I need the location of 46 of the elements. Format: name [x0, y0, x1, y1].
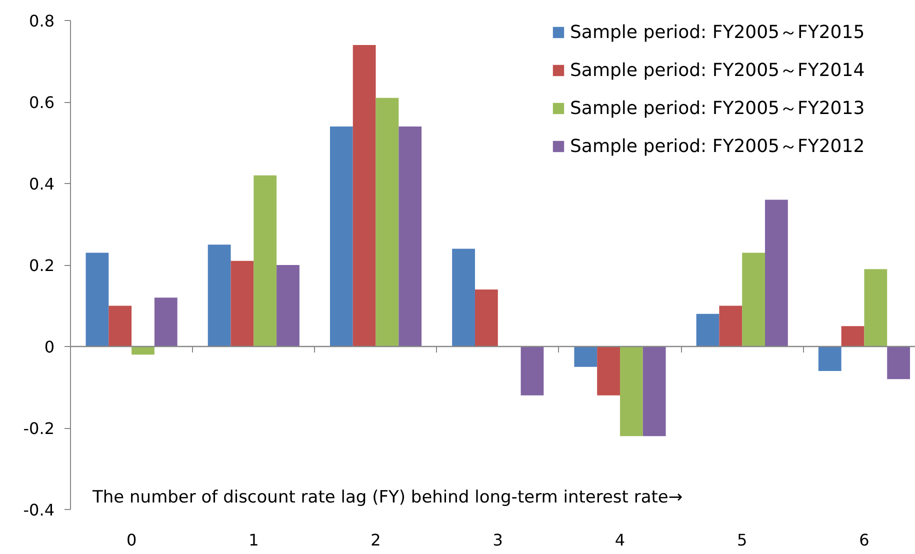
x-tick-label: 4	[614, 530, 626, 550]
bar	[474, 289, 498, 346]
bar	[452, 248, 475, 346]
y-tick-label: -0.2	[23, 419, 54, 438]
bar	[597, 346, 620, 396]
bar	[696, 314, 720, 346]
bar	[620, 346, 643, 436]
legend-label: Sample period: FY2005～FY2014	[570, 59, 866, 82]
bar	[719, 306, 742, 346]
bar	[864, 269, 888, 346]
y-tick-label: 0.6	[29, 93, 55, 112]
bar	[765, 200, 788, 346]
bar	[352, 44, 376, 346]
x-axis-title: The number of discount rate lag (FY) behind long-term interest rate→	[92, 488, 683, 508]
x-tick-label: 0	[126, 530, 137, 550]
x-tick-label: 5	[737, 530, 748, 550]
bar	[818, 346, 842, 371]
y-tick-label: 0.4	[29, 174, 55, 194]
bar	[642, 346, 666, 436]
legend-label: Sample period: FY2005～FY2012	[570, 135, 866, 158]
y-tick-label: 0	[44, 338, 55, 356]
bar	[574, 346, 598, 367]
bar	[108, 306, 132, 346]
bar	[520, 346, 544, 396]
bar	[132, 346, 154, 355]
bar	[887, 346, 910, 380]
legend-label: Sample period: FY2005～FY2013	[570, 97, 866, 120]
legend-label: Sample period: FY2005～FY2015	[570, 21, 866, 44]
bar	[276, 265, 300, 346]
bar	[841, 326, 864, 346]
bar	[86, 252, 109, 346]
y-tick-label: 0.2	[29, 256, 55, 275]
x-tick-label: 1	[248, 530, 259, 550]
bar	[230, 260, 254, 346]
bar	[376, 98, 399, 346]
bar	[742, 252, 765, 346]
bar	[254, 175, 277, 346]
bar	[154, 298, 178, 346]
x-tick-label: 3	[492, 530, 503, 550]
y-tick-label: -0.4	[23, 500, 54, 520]
x-tick-label: 6	[859, 530, 870, 550]
bar	[398, 126, 422, 346]
bar	[208, 244, 231, 346]
bar	[330, 126, 353, 346]
x-tick-label: 2	[370, 530, 381, 550]
y-tick-label: 0.8	[29, 12, 55, 30]
